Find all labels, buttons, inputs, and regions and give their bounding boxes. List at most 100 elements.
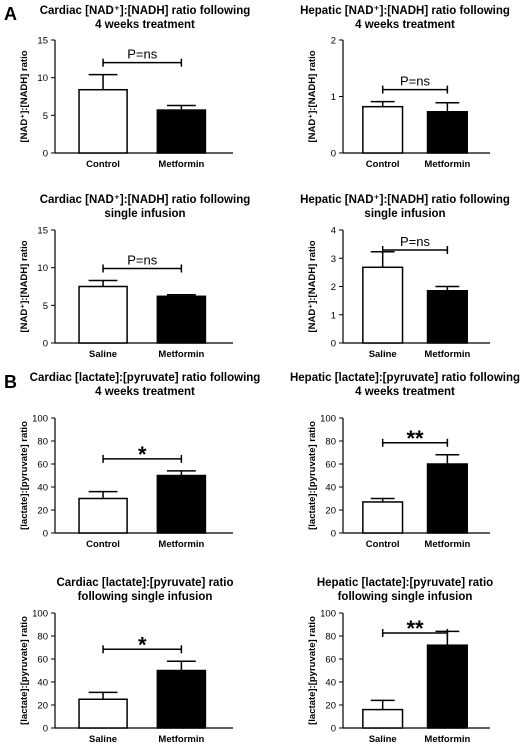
y-tick-label: 5 — [43, 111, 48, 122]
x-tick-label: Metformin — [158, 539, 204, 550]
significance-label: P=ns — [127, 47, 157, 62]
chart-title-line1: Hepatic [NAD⁺]:[NADH] ratio following — [300, 194, 510, 206]
y-tick-label: 0 — [43, 149, 48, 160]
chart-title-line2: 4 weeks treatment — [95, 19, 195, 31]
x-tick-label: Control — [86, 159, 120, 170]
chart-title-line2: single infusion — [364, 208, 445, 220]
y-tick-label: 40 — [325, 483, 336, 494]
y-tick-label: 80 — [37, 632, 48, 643]
y-tick-label: 20 — [325, 506, 336, 517]
chart-4: Hepatic [NAD⁺]:[NADH] ratio following sin… — [300, 194, 510, 360]
bar — [78, 88, 128, 154]
y-tick-label: 60 — [325, 655, 336, 666]
chart-title-line1: Cardiac [lactate]:[pyruvate] ratio follo… — [30, 372, 261, 384]
y-tick-label: 15 — [37, 36, 48, 47]
significance-label: P=ns — [400, 74, 430, 89]
chart-title-line1: Cardiac [NAD⁺]:[NADH] ratio following — [40, 5, 251, 17]
y-tick-label: 1 — [331, 92, 336, 103]
significance-label: * — [138, 442, 147, 467]
y-tick-label: 0 — [43, 724, 48, 735]
y-axis-label: [NAD⁺]:[NADH] ratio — [307, 50, 318, 142]
y-tick-label: 2 — [331, 282, 336, 293]
x-tick-label: Saline — [369, 349, 397, 360]
x-tick-label: Metformin — [424, 159, 470, 170]
y-tick-label: 4 — [331, 226, 336, 237]
bar — [156, 295, 207, 344]
x-tick-label: Metformin — [424, 734, 470, 745]
y-tick-label: 100 — [32, 609, 48, 620]
y-axis-label: [NAD⁺]:[NADH] ratio — [19, 240, 30, 332]
x-tick-label: Metformin — [158, 159, 204, 170]
x-tick-label: Saline — [89, 734, 117, 745]
bar — [78, 497, 128, 534]
y-axis-label: [NAD⁺]:[NADH] ratio — [19, 50, 30, 142]
x-tick-label: Saline — [369, 734, 397, 745]
chart-title-line2: 4 weeks treatment — [355, 386, 455, 398]
y-axis-label: [lactate]:[pyruvate] ratio — [19, 421, 30, 530]
significance-label: P=ns — [400, 234, 430, 249]
chart-title-line1: Cardiac [lactate]:[pyruvate] ratio — [56, 577, 233, 589]
panel-label-a: A — [4, 4, 17, 24]
y-tick-label: 100 — [320, 609, 336, 620]
significance-label: * — [138, 632, 147, 657]
bar — [362, 105, 404, 154]
y-tick-label: 20 — [37, 506, 48, 517]
chart-title-line1: Hepatic [lactate]:[pyruvate] ratio — [317, 577, 493, 589]
y-tick-label: 10 — [37, 73, 48, 84]
charts-group: Cardiac [NAD⁺]:[NADH] ratio following 4 w… — [19, 5, 520, 745]
x-tick-label: Metformin — [424, 349, 470, 360]
bar — [362, 266, 404, 344]
panel-label-b: B — [4, 372, 17, 392]
y-tick-label: 80 — [325, 632, 336, 643]
y-tick-label: 100 — [320, 414, 336, 425]
chart-title-line1: Hepatic [NAD⁺]:[NADH] ratio following — [300, 5, 510, 17]
chart-title-line1: Cardiac [NAD⁺]:[NADH] ratio following — [40, 194, 251, 206]
bar — [362, 501, 404, 534]
chart-6: Hepatic [lactate]:[pyruvate] ratio follo… — [290, 372, 520, 550]
bar — [78, 698, 128, 729]
bar — [78, 285, 128, 344]
y-tick-label: 80 — [325, 437, 336, 448]
y-tick-label: 60 — [37, 655, 48, 666]
y-tick-label: 1 — [331, 310, 336, 321]
y-tick-label: 10 — [37, 263, 48, 274]
bar — [426, 644, 468, 729]
chart-title-line2: 4 weeks treatment — [95, 386, 195, 398]
y-axis-label: [lactate]:[pyruvate] ratio — [307, 616, 318, 725]
y-tick-label: 2 — [331, 36, 336, 47]
y-tick-label: 0 — [43, 529, 48, 540]
chart-title-line2: following single infusion — [338, 591, 473, 603]
x-tick-label: Control — [366, 539, 400, 550]
y-axis-label: [lactate]:[pyruvate] ratio — [19, 616, 30, 725]
y-tick-label: 0 — [43, 339, 48, 350]
y-axis-label: [NAD⁺]:[NADH] ratio — [307, 240, 318, 332]
significance-label: P=ns — [127, 252, 157, 267]
y-tick-label: 40 — [37, 483, 48, 494]
bar — [426, 289, 468, 344]
y-tick-label: 15 — [37, 226, 48, 237]
y-tick-label: 100 — [32, 414, 48, 425]
chart-title-line2: single infusion — [104, 208, 185, 220]
x-tick-label: Metformin — [424, 539, 470, 550]
bar — [156, 109, 207, 154]
bar — [156, 669, 207, 729]
bar — [426, 111, 468, 154]
y-tick-label: 0 — [331, 149, 336, 160]
chart-title-line1: Hepatic [lactate]:[pyruvate] ratio follo… — [290, 372, 520, 384]
y-tick-label: 0 — [331, 529, 336, 540]
y-tick-label: 5 — [43, 301, 48, 312]
chart-7: Cardiac [lactate]:[pyruvate] ratio follow… — [19, 577, 234, 745]
x-tick-label: Metformin — [158, 734, 204, 745]
x-tick-label: Control — [366, 159, 400, 170]
significance-label: ** — [406, 616, 424, 641]
chart-1: Cardiac [NAD⁺]:[NADH] ratio following 4 w… — [19, 5, 250, 170]
y-tick-label: 40 — [325, 678, 336, 689]
chart-8: Hepatic [lactate]:[pyruvate] ratio follow… — [307, 577, 493, 745]
chart-3: Cardiac [NAD⁺]:[NADH] ratio following sin… — [19, 194, 250, 360]
chart-title-line2: 4 weeks treatment — [355, 19, 455, 31]
significance-label: ** — [406, 426, 424, 451]
x-tick-label: Control — [86, 539, 120, 550]
bar — [156, 474, 207, 534]
y-tick-label: 0 — [331, 339, 336, 350]
